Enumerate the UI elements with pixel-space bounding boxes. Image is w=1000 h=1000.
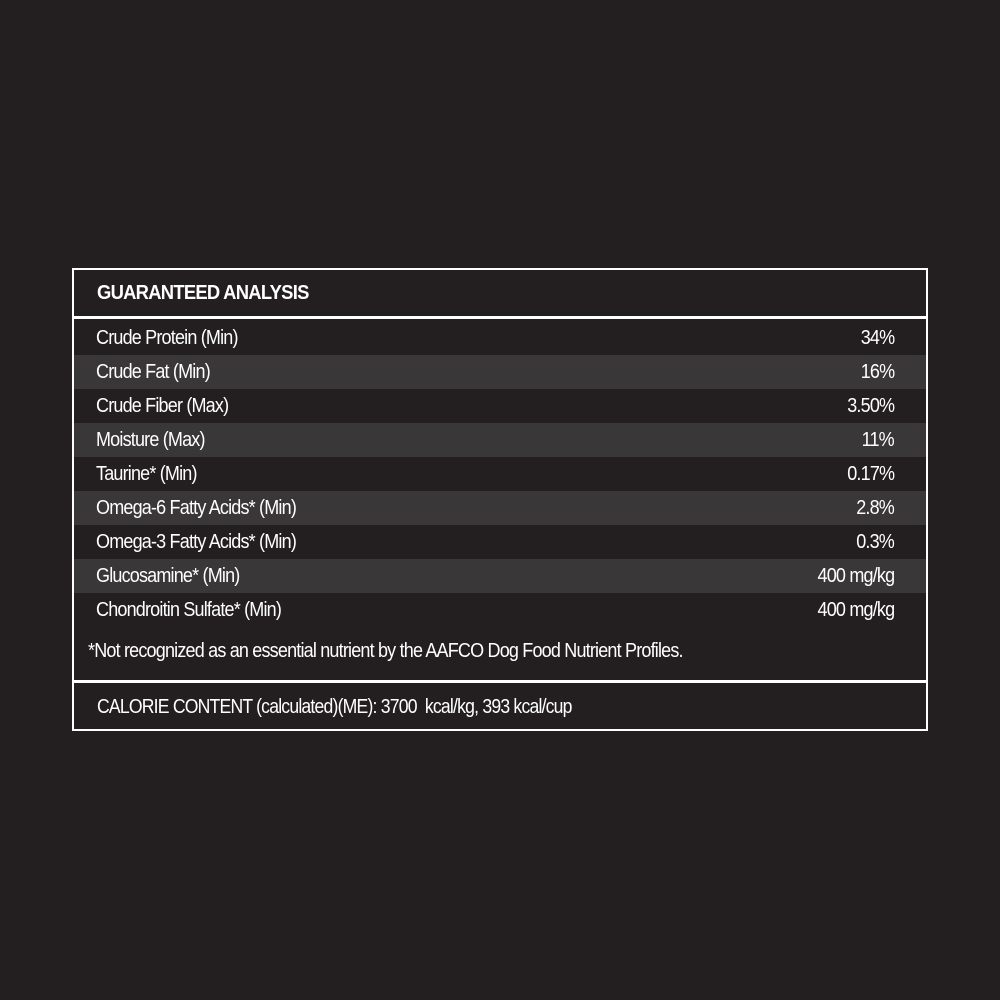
nutrient-label: Taurine* (Min) <box>96 463 198 485</box>
panel-header: GUARANTEED ANALYSIS <box>74 270 926 319</box>
nutrient-label: Crude Fiber (Max) <box>96 395 229 417</box>
table-row: Taurine* (Min) 0.17% <box>74 457 926 491</box>
nutrient-label: Glucosamine* (Min) <box>96 565 240 587</box>
nutrient-value: 0.3% <box>856 531 895 553</box>
table-row: Omega-3 Fatty Acids* (Min) 0.3% <box>74 525 926 559</box>
panel-title: GUARANTEED ANALYSIS <box>97 282 309 304</box>
nutrient-value: 11% <box>861 429 895 451</box>
nutrient-label: Omega-6 Fatty Acids* (Min) <box>96 497 297 519</box>
nutrient-label: Moisture (Max) <box>96 429 205 451</box>
nutrient-value: 34% <box>860 327 894 349</box>
calorie-content-row: CALORIE CONTENT (calculated)(ME): 3700 k… <box>74 680 926 732</box>
nutrient-label: Chondroitin Sulfate* (Min) <box>96 599 282 621</box>
table-row: Crude Fat (Min) 16% <box>74 355 926 389</box>
nutrient-value: 400 mg/kg <box>817 565 895 587</box>
nutrient-value: 400 mg/kg <box>817 599 895 621</box>
nutrient-label: Crude Fat (Min) <box>96 361 211 383</box>
guaranteed-analysis-panel: GUARANTEED ANALYSIS Crude Protein (Min) 3… <box>72 268 928 731</box>
nutrient-value: 2.8% <box>856 497 895 519</box>
table-row: Chondroitin Sulfate* (Min) 400 mg/kg <box>74 593 926 627</box>
calorie-content: CALORIE CONTENT (calculated)(ME): 3700 k… <box>97 696 572 718</box>
footnote: *Not recognized as an essential nutrient… <box>88 640 684 662</box>
table-row: Crude Fiber (Max) 3.50% <box>74 389 926 423</box>
nutrient-label: Crude Protein (Min) <box>96 327 238 349</box>
table-row: Omega-6 Fatty Acids* (Min) 2.8% <box>74 491 926 525</box>
table-row: Moisture (Max) 11% <box>74 423 926 457</box>
nutrient-table: Crude Protein (Min) 34% Crude Fat (Min) 16… <box>74 321 926 627</box>
table-row: Crude Protein (Min) 34% <box>74 321 926 355</box>
nutrient-label: Omega-3 Fatty Acids* (Min) <box>96 531 297 553</box>
nutrient-value: 0.17% <box>847 463 895 485</box>
nutrient-value: 3.50% <box>847 395 895 417</box>
nutrient-value: 16% <box>860 361 894 383</box>
table-row: Glucosamine* (Min) 400 mg/kg <box>74 559 926 593</box>
